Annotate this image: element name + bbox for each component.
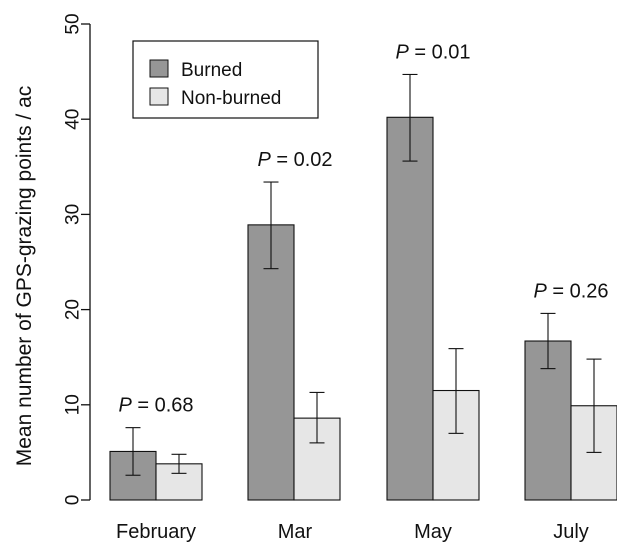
error-bar: [309, 391, 325, 444]
error-bar: [448, 348, 464, 434]
error-bars: [125, 73, 602, 476]
bar-burned-mar: [247, 224, 295, 501]
p-value-annotations: P = 0.68 P = 0.02 P = 0.01 P = 0.26: [118, 41, 608, 416]
p-value-annotation: P = 0.68: [118, 395, 193, 417]
legend: Burned Non-burned: [132, 40, 319, 119]
error-bar: [586, 358, 602, 453]
error-bar: [171, 453, 187, 474]
p-value-annotation: P = 0.01: [395, 41, 470, 63]
y-tick-label: 30: [63, 204, 84, 225]
error-bar: [540, 312, 556, 370]
bars: [109, 116, 617, 501]
x-category-labels: February Mar May July: [116, 521, 589, 543]
x-category-label: Mar: [278, 521, 313, 543]
y-tick-label: 10: [63, 394, 84, 415]
legend-label-burned: Burned: [181, 60, 242, 81]
p-value-annotation: P = 0.26: [533, 280, 608, 302]
legend-swatch-burned: [149, 59, 169, 78]
x-category-label: February: [116, 521, 196, 543]
legend-swatch-non-burned: [149, 87, 169, 106]
y-tick-label: 0: [63, 495, 84, 506]
error-bar: [125, 427, 141, 476]
y-tick-label: 20: [63, 299, 84, 320]
legend-label-non-burned: Non-burned: [181, 88, 281, 109]
error-bar: [263, 181, 279, 270]
x-category-label: May: [414, 521, 452, 543]
y-tick-label: 50: [63, 13, 84, 34]
x-category-label: July: [553, 521, 589, 543]
y-axis: 0 10 20 30 40 50: [63, 13, 91, 506]
bar-burned-may: [386, 116, 434, 501]
y-tick-label: 40: [63, 109, 84, 130]
p-value-annotation: P = 0.02: [257, 149, 332, 171]
y-axis-label: Mean number of GPS-grazing points / ac: [13, 86, 36, 467]
error-bar: [402, 73, 418, 162]
